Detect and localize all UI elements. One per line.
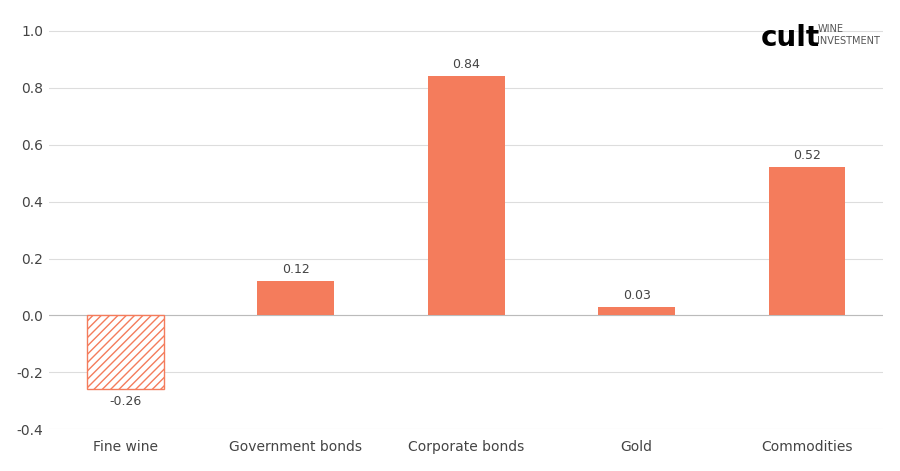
Bar bbox=[257, 281, 334, 316]
Text: 0.03: 0.03 bbox=[623, 289, 651, 302]
Bar bbox=[598, 307, 675, 316]
Text: cult: cult bbox=[760, 24, 820, 51]
Text: 0.84: 0.84 bbox=[452, 58, 480, 71]
Text: 0.12: 0.12 bbox=[282, 263, 310, 276]
Bar bbox=[769, 168, 845, 316]
Bar bbox=[87, 316, 164, 390]
Text: 0.52: 0.52 bbox=[793, 149, 821, 162]
Text: WINE
INVESTMENT: WINE INVESTMENT bbox=[817, 24, 880, 46]
Bar bbox=[428, 76, 505, 316]
Text: -0.26: -0.26 bbox=[109, 395, 141, 407]
